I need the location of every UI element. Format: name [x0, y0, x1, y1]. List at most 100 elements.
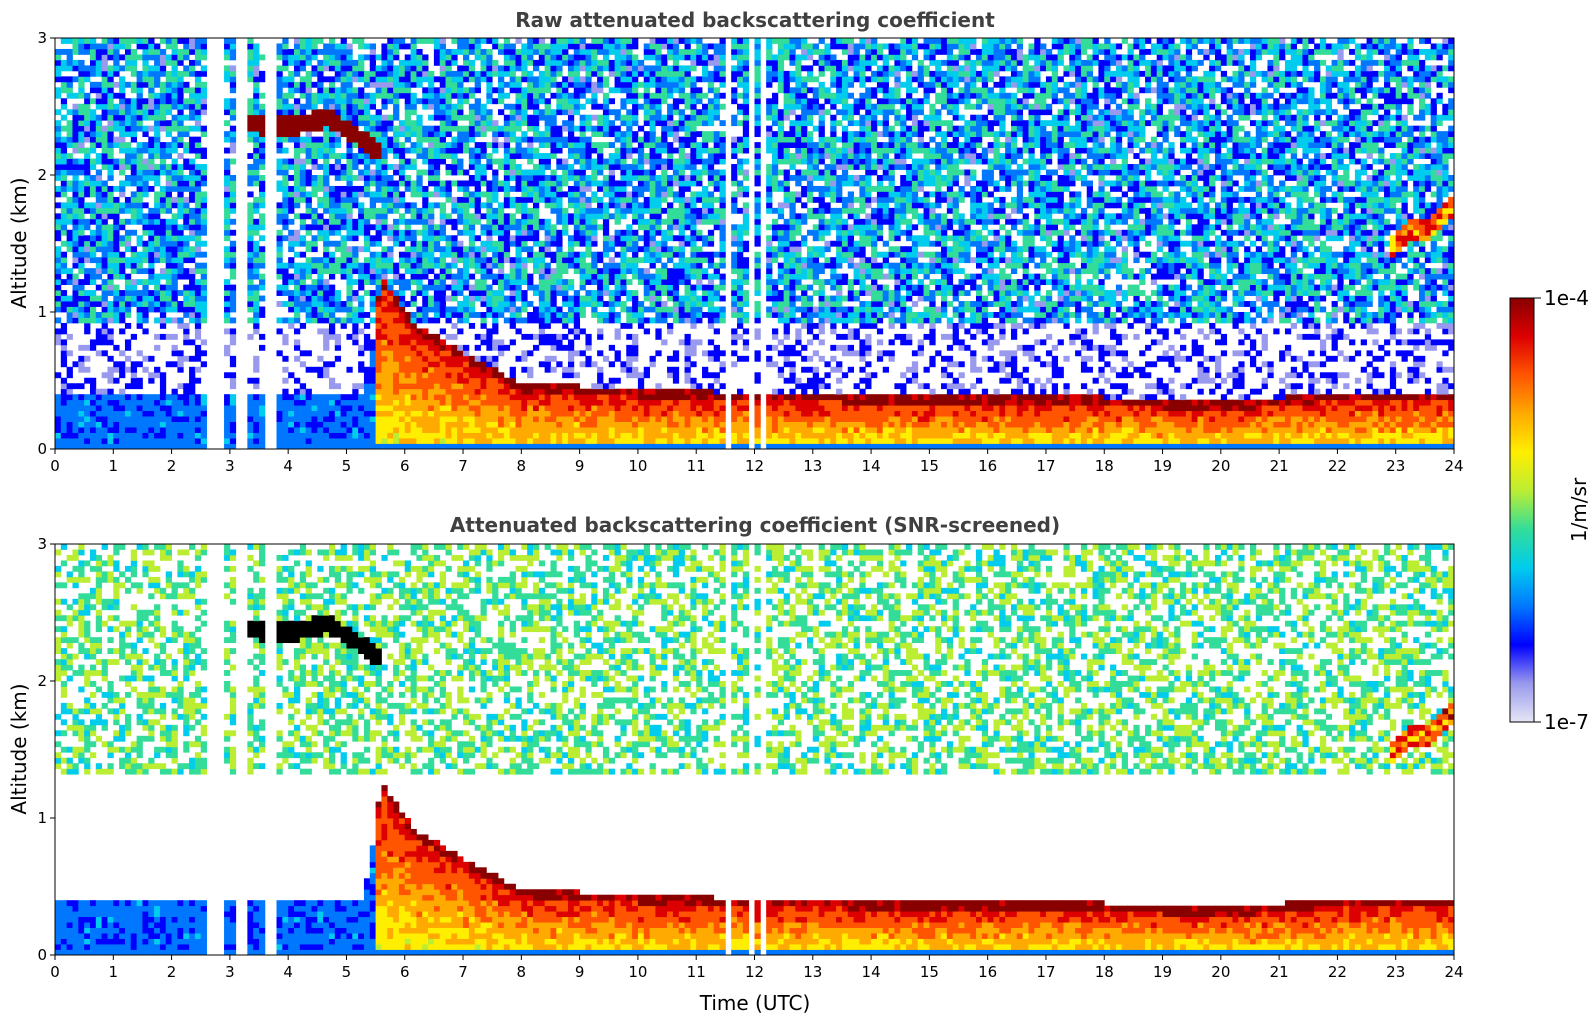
heatmap-cell: [422, 333, 429, 340]
heatmap-cell: [189, 383, 196, 390]
heatmap-cell: [346, 284, 353, 291]
heatmap-cell: [142, 279, 149, 285]
heatmap-cell: [130, 399, 138, 406]
heatmap-cell: [433, 355, 441, 362]
heatmap-cell: [95, 301, 103, 307]
heatmap-cell: [486, 235, 493, 242]
heatmap-cell: [445, 262, 452, 269]
heatmap-cell: [229, 333, 237, 340]
heatmap-cell: [468, 246, 476, 253]
heatmap-cell: [247, 109, 254, 116]
heatmap-cell: [573, 350, 581, 357]
heatmap-cell: [154, 103, 161, 110]
heatmap-cell: [498, 224, 505, 231]
heatmap-cell: [492, 399, 499, 406]
heatmap-cell: [352, 388, 359, 395]
heatmap-cell: [340, 240, 347, 247]
heatmap-cell: [486, 246, 493, 253]
heatmap-cell: [78, 65, 85, 72]
heatmap-cell: [189, 38, 196, 44]
heatmap-cell: [317, 185, 324, 192]
heatmap-cell: [299, 268, 307, 275]
heatmap-cell: [457, 142, 464, 148]
heatmap-cell: [305, 262, 312, 269]
heatmap-cell: [585, 224, 592, 231]
heatmap-cell: [404, 372, 411, 379]
heatmap-cell: [451, 427, 458, 433]
heatmap-cell: [538, 131, 546, 138]
heatmap-cell: [60, 394, 68, 401]
heatmap-cell: [253, 43, 260, 50]
heatmap-cell: [503, 295, 511, 302]
heatmap-cell: [398, 153, 406, 159]
heatmap-cell: [323, 333, 330, 340]
heatmap-cell: [142, 59, 149, 66]
heatmap-cell: [369, 427, 376, 433]
heatmap-cell: [294, 81, 301, 88]
heatmap-cell: [567, 344, 575, 351]
heatmap-cell: [358, 169, 365, 176]
heatmap-cell: [387, 328, 394, 335]
heatmap-cell: [72, 229, 79, 236]
heatmap-cell: [550, 120, 557, 127]
heatmap-cell: [247, 405, 254, 412]
heatmap-cell: [521, 92, 528, 99]
heatmap-cell: [567, 81, 575, 88]
heatmap-cell: [428, 131, 435, 138]
heatmap-cell: [515, 383, 522, 390]
heatmap-cell: [154, 136, 161, 143]
heatmap-cell: [107, 103, 114, 110]
heatmap-cell: [375, 65, 382, 72]
heatmap-cell: [468, 399, 476, 406]
heatmap-cell: [503, 421, 511, 428]
heatmap-cell: [515, 432, 522, 439]
heatmap-cell: [579, 114, 586, 121]
heatmap-cell: [346, 257, 353, 264]
heatmap-cell: [276, 87, 283, 94]
heatmap-cell: [457, 443, 464, 450]
heatmap-cell: [509, 43, 516, 50]
heatmap-cell: [387, 399, 394, 406]
heatmap-cell: [259, 427, 266, 433]
heatmap-cell: [183, 438, 190, 444]
heatmap-cell: [532, 131, 540, 138]
heatmap-cell: [159, 240, 167, 247]
heatmap-cell: [451, 153, 458, 159]
heatmap-cell: [334, 229, 342, 236]
heatmap-cell: [509, 405, 516, 412]
heatmap-cell: [317, 59, 324, 66]
heatmap-cell: [550, 54, 557, 61]
heatmap-cell: [189, 48, 196, 55]
heatmap-cell: [381, 312, 388, 318]
heatmap-cell: [439, 372, 446, 379]
heatmap-cell: [480, 38, 487, 44]
heatmap-cell: [247, 180, 254, 187]
heatmap-cell: [579, 136, 586, 143]
heatmap-cell: [340, 54, 347, 61]
heatmap-cell: [474, 120, 481, 127]
heatmap-cell: [416, 147, 423, 154]
heatmap-cell: [585, 388, 592, 395]
heatmap-cell: [323, 246, 330, 253]
heatmap-cell: [328, 103, 336, 110]
heatmap-cell: [78, 120, 85, 127]
heatmap-cell: [375, 284, 382, 291]
heatmap-cell: [527, 399, 534, 406]
heatmap-cell: [521, 235, 528, 242]
heatmap-cell: [358, 306, 365, 313]
heatmap-cell: [387, 312, 394, 318]
heatmap-cell: [95, 120, 103, 127]
heatmap-cell: [457, 98, 464, 105]
heatmap-cell: [509, 48, 516, 55]
heatmap-cell: [346, 103, 353, 110]
heatmap-cell: [60, 388, 68, 395]
heatmap-cell: [276, 257, 283, 264]
heatmap-cell: [474, 361, 481, 368]
heatmap-cell: [84, 92, 91, 99]
heatmap-cell: [567, 279, 575, 285]
heatmap-cell: [567, 240, 575, 247]
heatmap-cell: [346, 54, 353, 61]
heatmap-cell: [474, 279, 481, 285]
heatmap-cell: [369, 279, 376, 285]
heatmap-cell: [451, 218, 458, 225]
